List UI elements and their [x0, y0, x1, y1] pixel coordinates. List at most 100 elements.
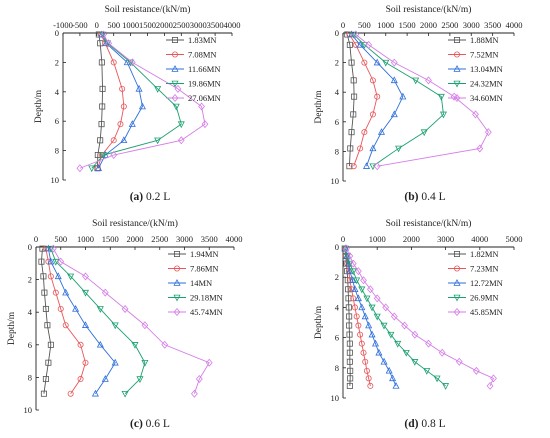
data-point	[373, 58, 381, 66]
data-point	[161, 340, 169, 349]
data-point	[350, 111, 357, 118]
data-point	[119, 85, 126, 92]
data-point	[357, 331, 364, 338]
data-point	[141, 321, 149, 330]
y-tick-label: 8	[55, 146, 59, 156]
series-line	[40, 248, 52, 394]
data-point	[390, 312, 398, 321]
data-point	[346, 322, 353, 329]
data-point	[356, 40, 364, 48]
data-point	[346, 41, 353, 48]
data-point	[363, 367, 370, 374]
legend-label: 24.32MN	[470, 79, 503, 89]
legend-entry: 11.66MN	[166, 64, 221, 74]
y-tick-label: 10	[51, 175, 60, 185]
y-tick-label: 8	[335, 363, 339, 373]
legend-entry: 7.08MN	[166, 50, 217, 60]
y-tick-label: 0	[55, 28, 59, 38]
data-point	[346, 331, 353, 338]
series-1.94MN	[38, 245, 54, 397]
data-point	[44, 244, 52, 252]
data-point	[62, 288, 70, 296]
data-point	[94, 164, 103, 171]
data-point	[349, 259, 357, 268]
data-point	[374, 93, 381, 100]
series-line	[50, 248, 146, 395]
data-point	[135, 84, 143, 92]
x-tick-label: 1000	[122, 20, 139, 30]
x-tick-label: 2000	[156, 20, 173, 30]
data-point	[98, 121, 105, 128]
y-tick-label: 2	[335, 58, 339, 68]
legend-marker	[453, 250, 460, 257]
x-tick-label: 1500	[102, 234, 119, 244]
data-point	[72, 304, 80, 312]
data-point	[423, 368, 431, 375]
data-point	[350, 31, 358, 39]
data-point	[346, 252, 354, 261]
x-tick-label: 1500	[399, 20, 416, 30]
data-point	[110, 151, 118, 160]
data-point	[346, 358, 353, 365]
legend-marker	[453, 65, 461, 72]
x-tick-label: 0	[34, 234, 38, 244]
data-point	[425, 76, 432, 85]
y-tick-label: 4	[28, 307, 33, 317]
data-point	[425, 339, 432, 348]
x-axis-title: Soil resistance/(kN/m)	[386, 4, 472, 15]
legend-label: 7.08MN	[188, 50, 217, 60]
data-point	[442, 383, 450, 390]
data-point	[346, 340, 353, 347]
data-point	[345, 295, 352, 302]
x-tick-label: 5000	[506, 234, 523, 244]
legend-marker	[171, 37, 178, 44]
data-point	[111, 322, 119, 330]
data-point	[77, 341, 84, 348]
x-tick-label: 2500	[151, 234, 168, 244]
data-point	[44, 322, 51, 329]
data-point	[347, 145, 354, 152]
data-point	[377, 128, 385, 135]
data-point	[128, 120, 136, 127]
legend-entry: 26.9MN	[448, 293, 499, 303]
data-point	[346, 313, 353, 320]
data-point	[99, 103, 106, 110]
data-point	[365, 375, 372, 382]
data-point	[67, 390, 74, 397]
legend-entry: 45.85MN	[448, 307, 503, 317]
data-point	[96, 306, 104, 313]
data-point	[110, 59, 117, 66]
data-point	[345, 304, 352, 311]
series-26.9MN	[342, 245, 450, 390]
data-point	[351, 285, 359, 293]
y-tick-label: 0	[335, 242, 339, 252]
data-point	[47, 257, 55, 265]
x-tick-label: 500	[54, 234, 67, 244]
data-point	[120, 103, 127, 110]
y-tick-label: 0	[28, 242, 32, 252]
data-point	[195, 375, 203, 384]
panel-caption: (c) 0.6 L	[130, 418, 170, 430]
data-point	[365, 321, 373, 329]
legend-marker	[453, 265, 460, 272]
data-point	[411, 330, 419, 339]
data-point	[111, 358, 119, 366]
y-tick-label: 10	[331, 393, 340, 403]
legend-label: 11.66MN	[188, 64, 221, 74]
data-point	[177, 136, 185, 145]
y-tick-label: 6	[335, 117, 339, 127]
legend-entry: 45.74MN	[168, 307, 223, 317]
data-point	[346, 349, 353, 356]
legend-label: 29.18MN	[190, 293, 223, 303]
data-point	[54, 272, 62, 280]
data-point	[390, 110, 398, 118]
legend-label: 7.52MN	[470, 50, 499, 60]
chart-panel-1: Soil resistance/(kN/m)-1000 -500 0 500 1000 1…	[34, 4, 241, 203]
x-tick-label: -1000	[53, 20, 73, 30]
data-point	[77, 376, 84, 383]
data-point	[154, 137, 162, 145]
data-point	[105, 39, 113, 48]
data-point	[368, 330, 376, 338]
x-tick-label: 0	[341, 20, 345, 30]
data-point	[81, 289, 90, 297]
